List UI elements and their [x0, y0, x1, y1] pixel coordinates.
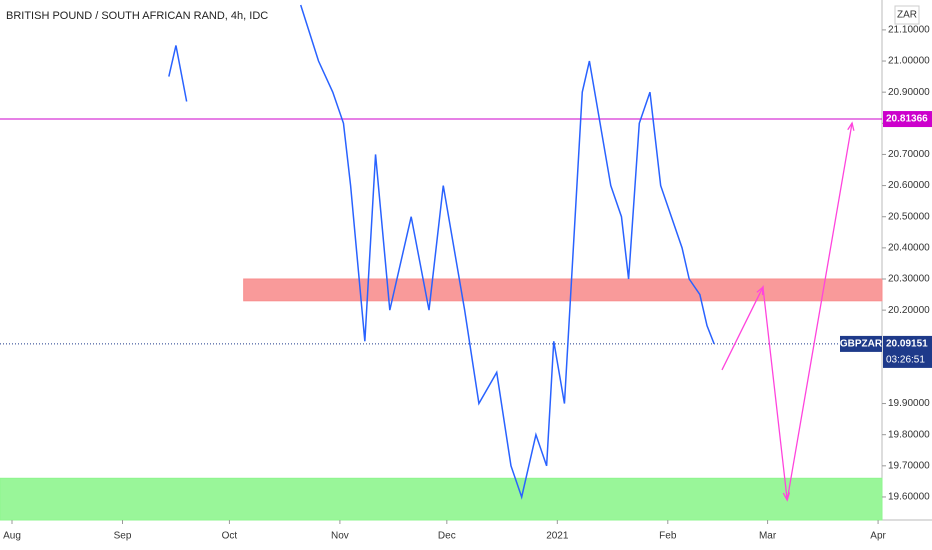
y-tick-label: 20.90000: [888, 87, 930, 98]
level-tag: [883, 111, 932, 128]
x-tick-label: Feb: [659, 531, 677, 542]
y-tick-label: 19.90000: [888, 398, 930, 409]
projection-path: [721, 122, 853, 501]
currency: ZAR: [897, 10, 917, 21]
symbol-label: GBPZAR: [840, 339, 883, 350]
chart-title: BRITISH POUND / SOUTH AFRICAN RAND, 4h, …: [6, 10, 268, 22]
countdown: 03:26:51: [886, 355, 925, 366]
symbol-tag: [840, 335, 882, 352]
arrow-head: [756, 285, 764, 296]
zone: [243, 278, 883, 302]
y-tick-label: 20.70000: [888, 149, 930, 160]
price-label: 20.09151: [886, 339, 928, 350]
x-tick-label: Mar: [759, 531, 777, 542]
y-tick-label: 19.80000: [888, 429, 930, 440]
y-tick-label: 19.60000: [888, 492, 930, 503]
y-tick-label: 21.00000: [888, 56, 930, 67]
x-tick-label: Apr: [870, 531, 886, 542]
arrow-head: [847, 121, 855, 131]
arrow-head: [782, 492, 791, 502]
x-tick-label: Sep: [114, 531, 132, 542]
y-tick-label: 20.20000: [888, 305, 930, 316]
currency-box: [894, 5, 920, 25]
y-tick-label: 20.40000: [888, 242, 930, 253]
level-label: 20.81366: [886, 114, 928, 125]
y-tick-label: 20.60000: [888, 180, 930, 191]
x-tick-label: 2021: [546, 531, 569, 542]
price-line: [168, 4, 715, 500]
x-tick-label: Dec: [438, 531, 456, 542]
y-tick-label: 19.70000: [888, 460, 930, 471]
x-tick-label: Oct: [222, 531, 238, 542]
y-tick-label: 20.30000: [888, 274, 930, 285]
y-tick-label: 21.10000: [888, 25, 930, 36]
y-tick-label: 20.50000: [888, 211, 930, 222]
x-tick-label: Aug: [3, 531, 21, 542]
price-tag: [883, 335, 932, 368]
zone: [0, 477, 883, 521]
x-tick-label: Nov: [331, 531, 349, 542]
